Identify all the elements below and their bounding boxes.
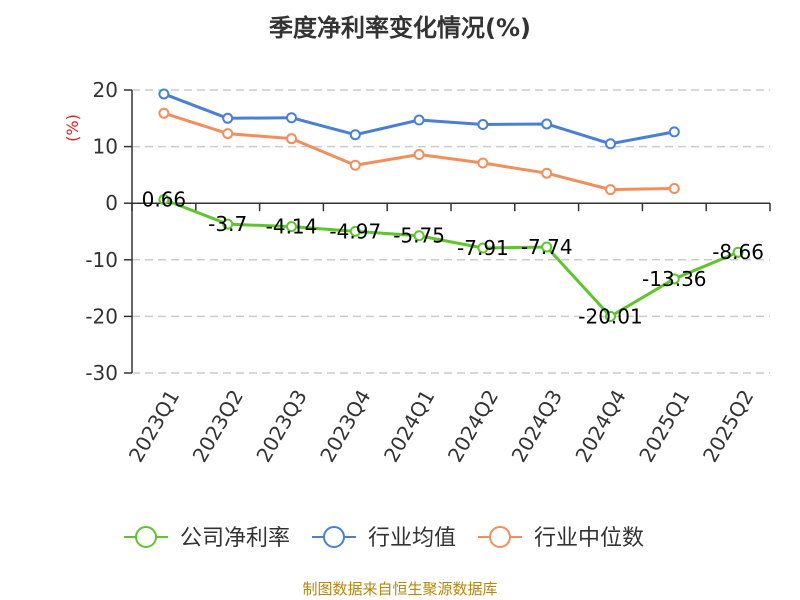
data-labels: 0.66-3.7 -4.14 -4.97 -5.75-7.91 -7.74-20.01-…: [142, 187, 764, 328]
data-point: [668, 126, 680, 138]
y-tick-label: 10: [93, 135, 118, 159]
data-point: [413, 114, 425, 126]
data-point: [222, 218, 234, 230]
data-point: [477, 119, 489, 131]
data-label: -8.66: [712, 240, 764, 264]
y-tick-label: 20: [93, 78, 118, 102]
data-point: [349, 159, 361, 171]
legend-marker: [323, 526, 345, 548]
data-label: -7.91: [457, 236, 509, 260]
data-point: [158, 88, 170, 100]
data-source-note: 制图数据来自恒生聚源数据库: [302, 580, 498, 598]
legend-label: 公司净利率: [180, 526, 290, 551]
data-point: [541, 241, 553, 253]
x-tick-label: 2025Q1: [634, 386, 694, 467]
y-tick-label: -30: [85, 361, 118, 385]
data-point: [349, 225, 361, 237]
data-label: -13.36: [642, 267, 706, 291]
data-point: [668, 182, 680, 194]
data-point: [413, 230, 425, 242]
data-label: -5.75: [393, 224, 445, 248]
x-tick-label: 2024Q4: [570, 386, 630, 467]
data-point: [286, 112, 297, 124]
legend-label: 行业均值: [368, 526, 456, 551]
data-label: -7.74: [521, 235, 573, 259]
data-point: [158, 193, 170, 205]
data-point: [477, 157, 489, 169]
y-tick-label: -10: [85, 248, 118, 272]
data-label: -3.7: [208, 212, 247, 236]
data-label: -4.14: [266, 215, 318, 239]
data-point: [541, 167, 553, 179]
data-point: [286, 133, 297, 145]
data-point: [732, 246, 744, 258]
data-point: [222, 112, 234, 124]
data-point: [541, 118, 553, 130]
data-point: [477, 242, 489, 254]
data-point: [605, 310, 616, 322]
series-lines: [158, 88, 744, 322]
data-point: [668, 273, 680, 285]
y-axis-label: (%): [63, 114, 82, 142]
chart-title: 季度净利率变化情况(%): [269, 14, 531, 42]
x-tick-label: 2023Q2: [188, 386, 248, 467]
x-tick-label: 2023Q4: [315, 386, 375, 467]
gridlines: [132, 89, 770, 374]
data-point: [286, 221, 297, 233]
legend-marker: [135, 526, 157, 548]
data-label: 0.66: [142, 187, 187, 211]
data-label: -4.97: [329, 219, 381, 243]
y-tick-label: 0: [105, 191, 118, 215]
data-point: [158, 107, 170, 119]
data-point: [349, 129, 361, 141]
data-point: [605, 138, 616, 150]
x-tick-label: 2024Q1: [379, 385, 439, 466]
x-tick-label: 2024Q2: [443, 386, 503, 467]
legend-label: 行业中位数: [534, 526, 644, 551]
data-point: [605, 184, 616, 196]
series-line: [163, 198, 739, 318]
legend: 公司净利率 行业均值 行业中位数: [124, 526, 644, 551]
legend-marker: [489, 526, 511, 548]
data-point: [222, 128, 234, 140]
x-tick-label: 2023Q1: [124, 386, 184, 467]
data-label: -20.01: [578, 304, 642, 328]
x-tick-label: 2024Q3: [507, 386, 567, 467]
x-tick-label: 2025Q2: [698, 386, 758, 467]
y-tick-label: -20: [85, 304, 118, 328]
data-point: [413, 149, 425, 161]
x-tick-label: 2023Q3: [251, 386, 311, 467]
